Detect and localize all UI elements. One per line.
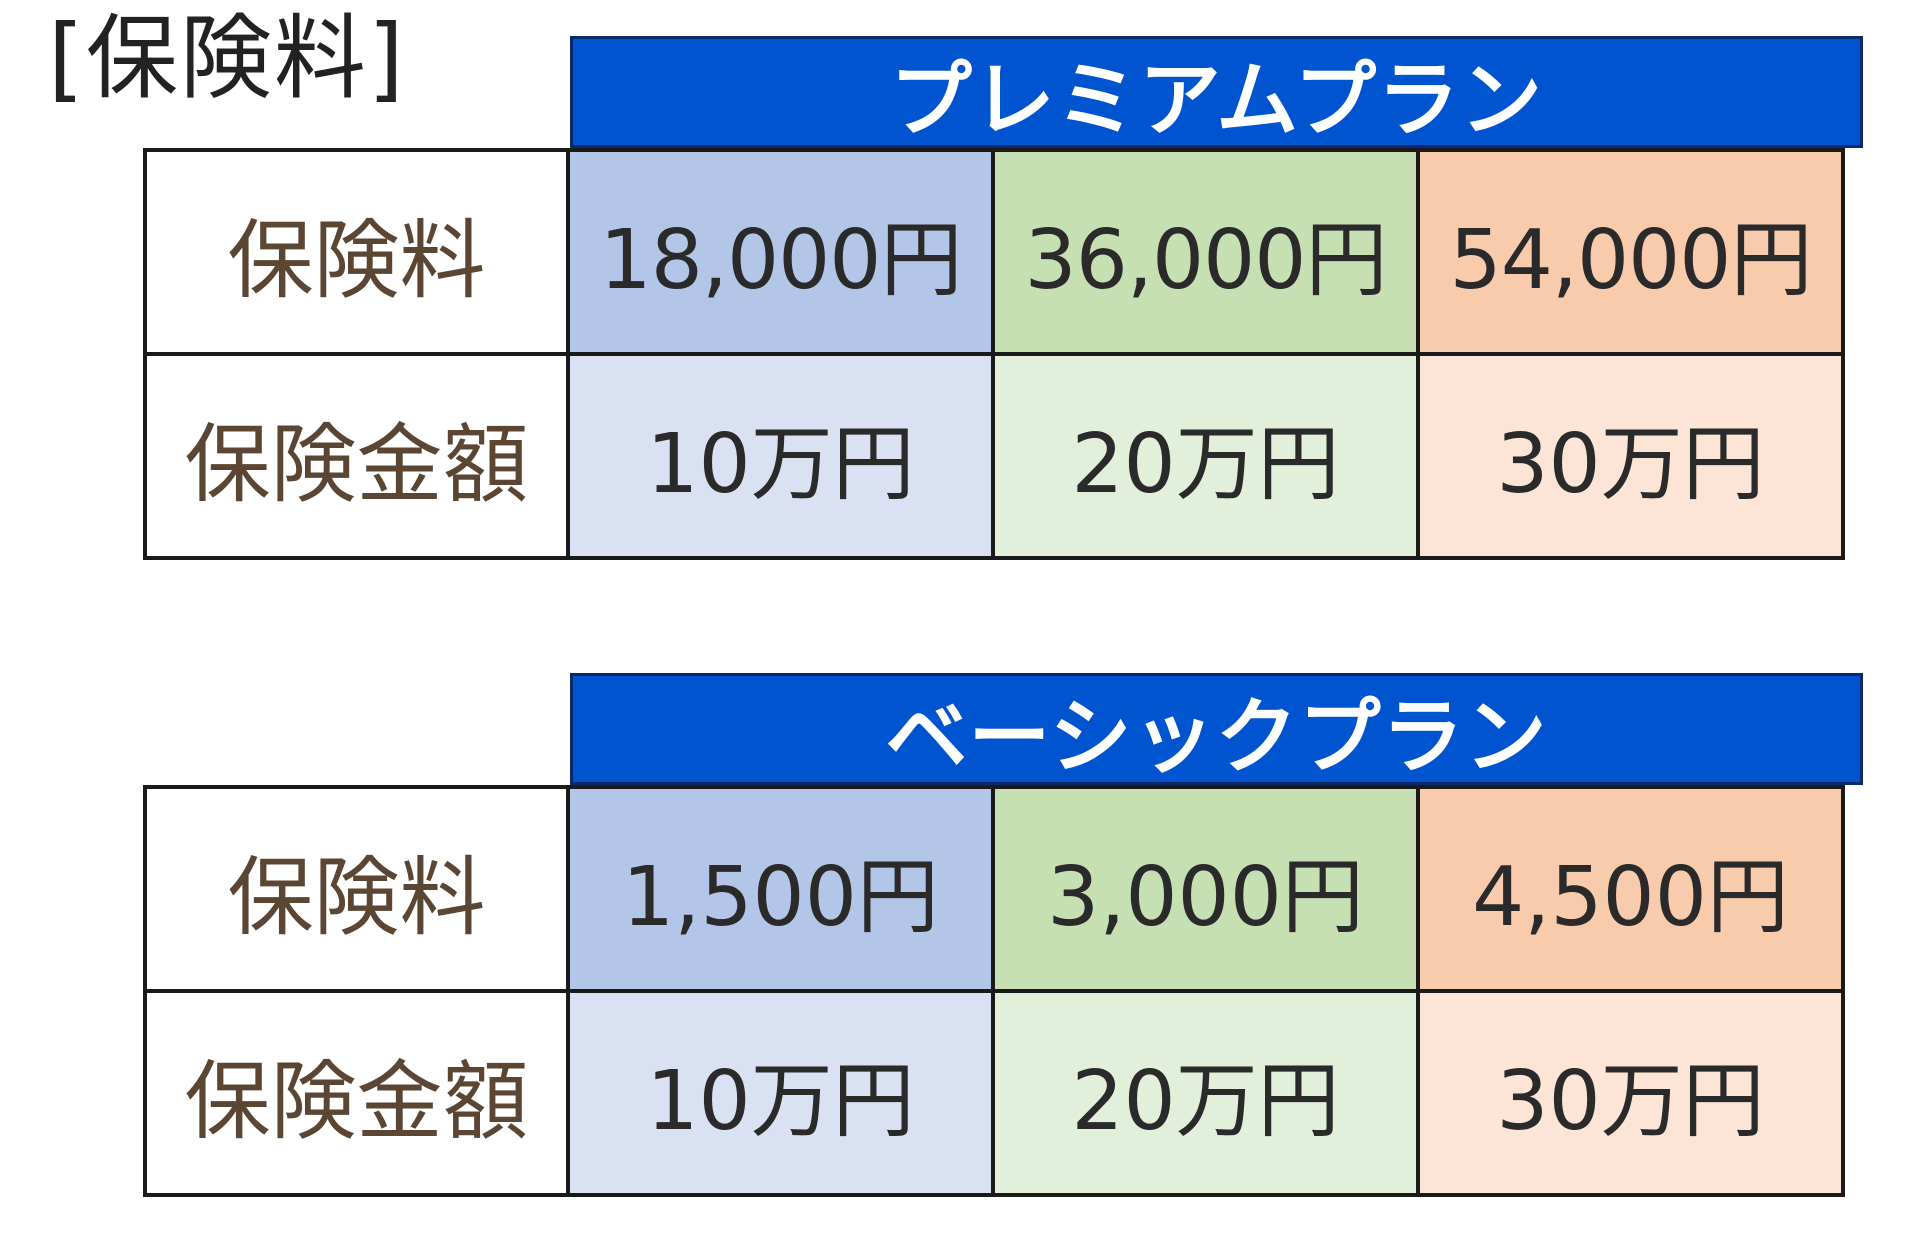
premium-value-cell: 36,000円 [991, 148, 1420, 356]
premium-value-cell: 18,000円 [566, 148, 995, 356]
coverage-value-cell: 10万円 [566, 352, 995, 560]
table-row: 保険料 18,000円 36,000円 54,000円 [143, 148, 1845, 356]
coverage-value-cell: 30万円 [1416, 352, 1845, 560]
table-row: 保険金額 10万円 20万円 30万円 [143, 352, 1845, 560]
page-title: [保険料] [48, 5, 406, 112]
row-label-premium: 保険料 [143, 148, 570, 356]
plan-grid: 保険料 18,000円 36,000円 54,000円 保険金額 10万円 20… [143, 148, 1845, 560]
premium-value-cell: 3,000円 [991, 785, 1420, 993]
table-row: 保険料 1,500円 3,000円 4,500円 [143, 785, 1845, 993]
coverage-value-cell: 10万円 [566, 989, 995, 1197]
plan-grid: 保険料 1,500円 3,000円 4,500円 保険金額 10万円 20万円 … [143, 785, 1845, 1197]
row-label-coverage: 保険金額 [143, 352, 570, 560]
premium-value-cell: 1,500円 [566, 785, 995, 993]
plan-header: プレミアムプラン [570, 36, 1863, 148]
plan-header: ベーシックプラン [570, 673, 1863, 785]
row-label-coverage: 保険金額 [143, 989, 570, 1197]
coverage-value-cell: 30万円 [1416, 989, 1845, 1197]
coverage-value-cell: 20万円 [991, 989, 1420, 1197]
premium-value-cell: 4,500円 [1416, 785, 1845, 993]
table-row: 保険金額 10万円 20万円 30万円 [143, 989, 1845, 1197]
coverage-value-cell: 20万円 [991, 352, 1420, 560]
premium-value-cell: 54,000円 [1416, 148, 1845, 356]
row-label-premium: 保険料 [143, 785, 570, 993]
